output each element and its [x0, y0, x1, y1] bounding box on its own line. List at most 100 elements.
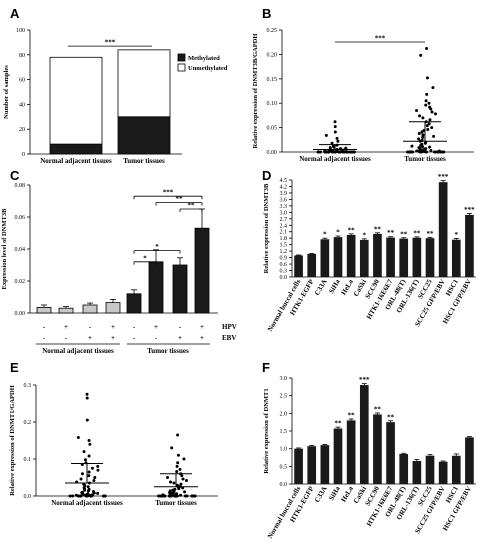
panel-e-data-point [179, 493, 183, 497]
panel-b-data-point [417, 137, 421, 141]
panel-e-data-point [83, 458, 87, 462]
panel-b-data-point [430, 110, 434, 114]
panel-d-y-tick-label: 3.9 [280, 191, 288, 197]
panel-c-bar [194, 227, 210, 314]
panel-e-data-point [183, 494, 187, 498]
panel-b-data-point [415, 149, 419, 153]
panel-b-data-point [437, 150, 441, 154]
panel-c-ebv-sign: + [178, 334, 182, 342]
panel-label-B: B [262, 6, 271, 21]
panel-e-data-point [169, 494, 173, 498]
panel-c-comparison-label: ** [176, 195, 184, 203]
panel-a-y-tick-label: 40 [19, 102, 25, 108]
panel-b-data-point [421, 145, 425, 149]
panel-b-data-point [345, 150, 349, 154]
panel-b-data-point [407, 150, 411, 154]
panel-d-significance-label: *** [464, 206, 475, 214]
panel-d-y-tick-label: 3.3 [280, 204, 288, 210]
panel-c-y-tick-label: 0.06 [15, 215, 26, 221]
panel-e-y-axis-label: Relative expression of DNMT1/GAPDH [9, 385, 16, 496]
panel-e-data-point [177, 487, 181, 491]
panel-b-data-point [330, 141, 334, 145]
panel-f-y-tick-label: 2.5 [280, 394, 288, 400]
panel-e-data-point [92, 491, 96, 495]
panel-d-significance-label: * [336, 229, 340, 237]
panel-e-data-point [176, 461, 180, 465]
panel-a-y-tick-label: 100 [16, 28, 25, 34]
panel-d-y-tick-label: 0.3 [280, 269, 288, 275]
panel-e-y-tick-label: 0.2 [24, 420, 32, 426]
panel-e-data-point [182, 457, 186, 461]
panel-c-comparison-label: ** [188, 202, 196, 210]
panel-e-data-point [76, 494, 80, 498]
panel-label-F: F [262, 360, 270, 375]
panel-c-ebv-sign: + [200, 334, 204, 342]
panel-c-hpv-sign: - [133, 323, 136, 331]
panel-e-data-point [166, 476, 170, 479]
panel-f-bar [359, 385, 369, 484]
panel-c-hpv-sign: + [64, 323, 68, 331]
panel-label-E: E [10, 360, 19, 375]
panel-label-D: D [262, 168, 271, 183]
panel-a-legend-swatch [177, 63, 186, 72]
panel-c-y-tick-label: 0.08 [15, 183, 26, 189]
panel-e-data-point [86, 485, 90, 489]
panel-e-category-label: Normal adjacent tissues [51, 499, 123, 507]
panel-e-data-point [169, 480, 173, 484]
panel-b-data-point [418, 114, 422, 118]
panel-d-y-tick-label: 2.1 [280, 230, 288, 236]
panel-e-data-point [86, 494, 90, 498]
panel-f-significance-label: ** [335, 420, 343, 428]
panel-e-data-point [68, 494, 72, 498]
panel-e-data-point [85, 396, 89, 400]
panel-b-data-point [327, 150, 331, 154]
panel-f-y-tick-label: 0.5 [280, 464, 288, 470]
panel-b-data-point [432, 150, 436, 154]
panel-c-bar [58, 307, 74, 314]
panel-c-hpv-sign: - [179, 323, 182, 331]
panel-e-y-tick-label: 0.1 [24, 457, 32, 463]
panel-d-significance-label: * [323, 231, 327, 239]
panel-b-y-tick-label: 0.00 [267, 150, 278, 156]
panel-b-data-point [427, 122, 431, 126]
panel-f-significance-label: ** [374, 405, 382, 413]
panel-a-category-label: Normal adjacent tissues [40, 157, 112, 165]
panel-e-data-point [79, 477, 83, 481]
panel-b-y-tick-label: 0.15 [267, 77, 278, 83]
panel-c-comparison-label: * [143, 254, 147, 262]
panel-f-bar [294, 448, 303, 484]
panel-a-bar-methylated [117, 116, 171, 155]
panel-b-data-point [421, 116, 425, 120]
panel-a-legend-label: Methylated [188, 55, 220, 62]
panel-c-group-label: Tumor tissues [147, 347, 189, 355]
panel-e-data-point [184, 478, 188, 482]
panel-e-data-point [159, 494, 163, 498]
panel-e-data-point [87, 470, 91, 474]
panel-c-y-axis-label: Expression level of DNMT3B [1, 208, 8, 290]
panel-a-category-label: Tumor tissues [123, 157, 165, 165]
panel-b-data-point [431, 86, 435, 90]
panel-e-data-point [172, 481, 176, 485]
panel-d-significance-label: *** [438, 173, 449, 181]
panel-b-data-point [428, 145, 432, 149]
panel-b-data-point [319, 150, 323, 154]
panel-e-y-tick-label: 0.3 [24, 383, 32, 389]
panel-e-data-point [96, 491, 100, 495]
panel-f-bar [399, 453, 409, 484]
panel-f-significance-label: ** [387, 413, 395, 421]
panel-d-y-axis-label: Relative expression of DNMT3B [263, 183, 270, 273]
panel-b-data-point [336, 139, 340, 143]
panel-f-y-tick-label: 1.5 [280, 429, 288, 435]
panel-e-y-tick-label: 0.0 [24, 494, 32, 500]
panel-e-data-point [93, 476, 97, 479]
panel-b-data-point [425, 47, 429, 51]
panel-e-data-point [183, 490, 187, 494]
panel-d-bar [294, 255, 303, 277]
panel-b-data-point [333, 125, 337, 129]
panel-e-data-point [176, 453, 180, 457]
panel-e-data-point [176, 433, 180, 437]
panel-a-bar-unmethylated [49, 56, 103, 145]
panel-c-hpv-sign: + [200, 323, 204, 331]
panel-c-bar [36, 306, 52, 314]
panel-f-bar [386, 422, 395, 484]
